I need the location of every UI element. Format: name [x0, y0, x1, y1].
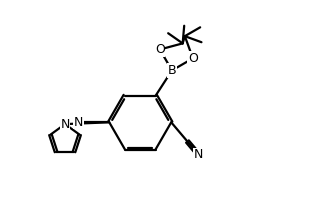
Text: N: N [194, 148, 203, 161]
Text: N: N [73, 116, 83, 129]
Text: N: N [60, 118, 70, 131]
Text: O: O [188, 52, 198, 65]
Text: O: O [155, 43, 165, 56]
Text: B: B [168, 64, 176, 77]
